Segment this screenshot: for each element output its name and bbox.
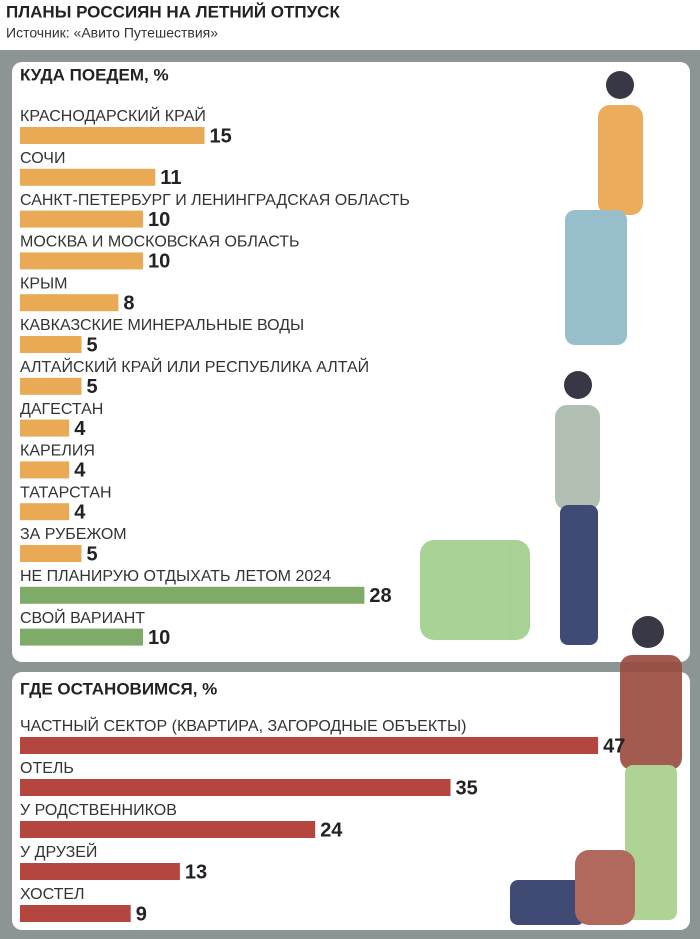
panel — [12, 672, 690, 930]
person-head — [606, 71, 634, 99]
backpack — [575, 850, 635, 925]
person-body — [598, 105, 643, 215]
value-label: 5 — [87, 543, 98, 565]
category-label: СОЧИ — [20, 150, 65, 167]
category-label: НЕ ПЛАНИРУЮ ОТДЫХАТЬ ЛЕТОМ 2024 — [20, 568, 331, 585]
category-label: САНКТ-ПЕТЕРБУРГ И ЛЕНИНГРАДСКАЯ ОБЛАСТЬ — [20, 192, 410, 209]
person-legs — [565, 210, 627, 345]
bar — [20, 737, 599, 754]
person-legs — [625, 765, 677, 920]
category-label: ЗА РУБЕЖОМ — [20, 526, 127, 543]
category-label: КРАСНОДАРСКИЙ КРАЙ — [20, 106, 206, 125]
bar — [20, 252, 143, 270]
bar — [20, 294, 119, 312]
person-head — [632, 616, 664, 648]
value-label: 8 — [123, 292, 134, 314]
chart-title: ГДЕ ОСТАНОВИМСЯ, % — [20, 679, 217, 698]
value-label: 13 — [185, 861, 207, 883]
value-label: 24 — [320, 819, 343, 841]
category-label: КАВКАЗСКИЕ МИНЕРАЛЬНЫЕ ВОДЫ — [20, 317, 304, 334]
bar — [20, 336, 82, 353]
value-label: 35 — [456, 777, 478, 799]
bar — [20, 586, 365, 604]
value-label: 10 — [148, 209, 170, 231]
panel — [12, 62, 690, 662]
category-label: ХОСТЕЛ — [20, 886, 85, 903]
category-label: У РОДСТВЕННИКОВ — [20, 802, 177, 819]
category-label: ТАТАРСТАН — [20, 484, 112, 501]
value-label: 9 — [136, 903, 147, 925]
value-label: 11 — [160, 167, 181, 189]
value-label: 10 — [148, 251, 170, 273]
bar — [20, 503, 70, 521]
category-label: СВОЙ ВАРИАНТ — [20, 608, 145, 627]
value-label: 4 — [74, 501, 86, 523]
bar — [20, 779, 451, 796]
category-label: КРЫМ — [20, 275, 67, 292]
bar — [20, 377, 82, 395]
bar — [20, 168, 156, 186]
category-label: МОСКВА И МОСКОВСКАЯ ОБЛАСТЬ — [20, 234, 300, 251]
category-label: ДАГЕСТАН — [20, 401, 103, 418]
value-label: 15 — [210, 125, 232, 147]
value-label: 28 — [369, 585, 391, 607]
category-label: КАРЕЛИЯ — [20, 443, 95, 460]
bar — [20, 905, 131, 922]
source: Источник: «Авито Путешествия» — [6, 25, 218, 41]
chart-title: КУДА ПОЕДЕМ, % — [20, 65, 169, 84]
person-legs — [560, 505, 598, 645]
person-head — [564, 371, 592, 399]
category-label: ОТЕЛЬ — [20, 760, 74, 777]
bar — [20, 419, 70, 437]
decoration — [420, 71, 682, 925]
bar — [20, 821, 316, 838]
page-title: ПЛАНЫ РОССИЯН НА ЛЕТНИЙ ОТПУСК — [6, 2, 340, 21]
value-label: 4 — [74, 418, 86, 440]
value-label: 4 — [74, 460, 86, 482]
value-label: 5 — [87, 376, 98, 398]
bar — [20, 127, 205, 144]
bar — [20, 545, 82, 562]
suitcase — [420, 540, 530, 640]
value-label: 47 — [603, 735, 625, 757]
person-body — [555, 405, 600, 510]
category-label: АЛТАЙСКИЙ КРАЙ ИЛИ РЕСПУБЛИКА АЛТАЙ — [20, 357, 369, 376]
value-label: 10 — [148, 627, 170, 649]
value-label: 5 — [87, 334, 98, 356]
bar — [20, 461, 70, 479]
bar — [20, 628, 143, 646]
category-label: У ДРУЗЕЙ — [20, 842, 97, 861]
category-label: ЧАСТНЫЙ СЕКТОР (КВАРТИРА, ЗАГОРОДНЫЕ ОБЪ… — [20, 716, 466, 735]
bag — [510, 880, 585, 925]
bar — [20, 210, 143, 228]
bar — [20, 863, 180, 880]
person-body — [620, 655, 682, 770]
